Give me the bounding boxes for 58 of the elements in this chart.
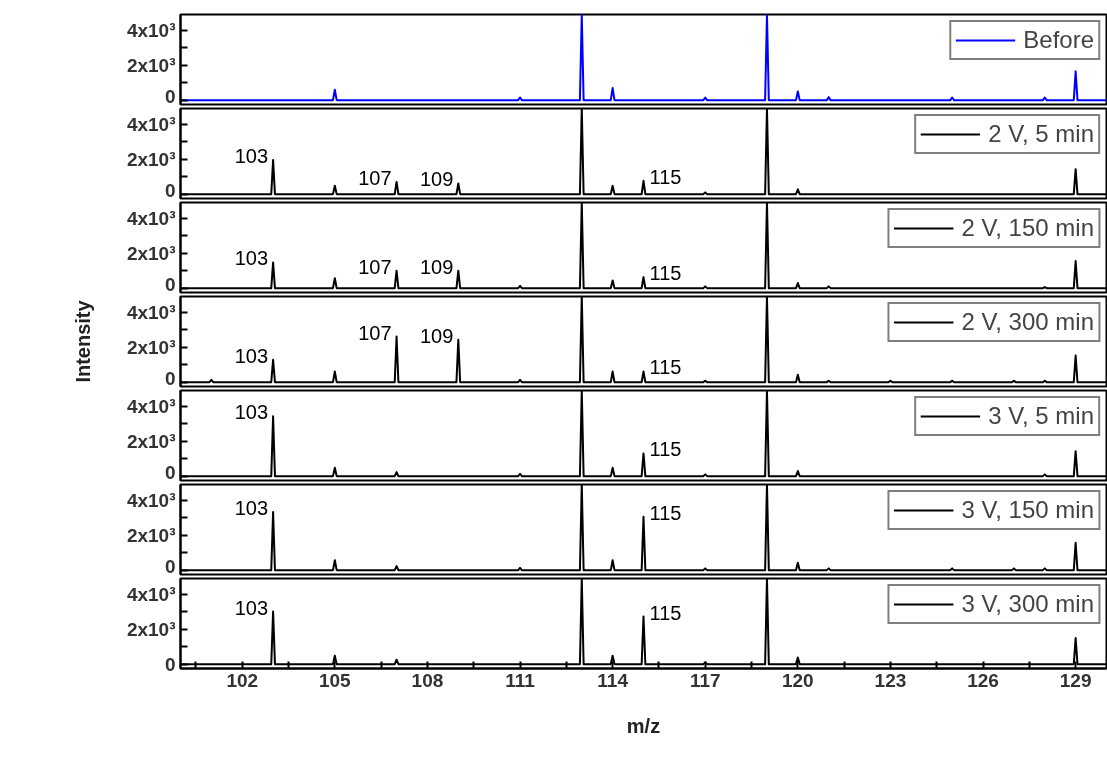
annotation: 107 — [358, 166, 392, 189]
y-tick-label: 4x10³ — [126, 395, 176, 417]
annotation: 109 — [419, 324, 454, 347]
legend-label: 3 V, 150 min — [961, 496, 1094, 524]
annotation: 115 — [649, 501, 682, 524]
y-tick-label: 2x10³ — [126, 54, 176, 76]
y-tick-label: 0 — [164, 461, 176, 483]
legend-label: Before — [1023, 26, 1094, 54]
y-tick-label: 0 — [164, 555, 176, 577]
x-tick-label: 117 — [689, 669, 721, 691]
y-tick-label: 2x10³ — [126, 430, 176, 452]
annotation: 103 — [234, 344, 269, 367]
legend-label: 3 V, 300 min — [961, 590, 1094, 618]
legend-label: 2 V, 150 min — [961, 214, 1094, 242]
annotation: 115 — [649, 601, 682, 624]
annotation: 115 — [649, 356, 682, 379]
y-tick-label: 2x10³ — [126, 242, 176, 264]
x-tick-label: 129 — [1059, 669, 1092, 691]
legend-label: 3 V, 5 min — [988, 402, 1094, 430]
y-tick-label: 4x10³ — [126, 583, 176, 605]
y-tick-label: 0 — [164, 367, 176, 389]
y-tick-label: 0 — [164, 653, 176, 675]
annotation: 103 — [234, 145, 269, 168]
annotation: 103 — [234, 596, 269, 619]
annotation: 115 — [649, 262, 682, 285]
annotation: 107 — [358, 255, 392, 278]
y-tick-label: 0 — [164, 85, 176, 107]
y-tick-label: 2x10³ — [126, 618, 176, 640]
annotation: 109 — [419, 168, 454, 191]
x-tick-label: 126 — [967, 669, 999, 691]
y-tick-label: 4x10³ — [126, 207, 176, 229]
y-tick-label: 2x10³ — [126, 336, 176, 358]
y-tick-label: 2x10³ — [126, 148, 176, 170]
y-tick-label: 4x10³ — [126, 489, 176, 511]
y-tick-label: 0 — [164, 273, 176, 295]
y-tick-label: 4x10³ — [126, 113, 176, 135]
x-tick-label: 114 — [597, 669, 629, 691]
x-tick-label: 111 — [505, 669, 536, 691]
x-tick-label: 120 — [781, 669, 814, 691]
annotation: 115 — [649, 438, 682, 461]
x-tick-label: 102 — [226, 669, 259, 691]
annotation: 115 — [649, 165, 682, 188]
y-tick-label: 0 — [164, 179, 176, 201]
legend-label: 2 V, 300 min — [961, 308, 1094, 336]
y-tick-label: 4x10³ — [126, 301, 176, 323]
annotation: 103 — [234, 496, 269, 519]
annotation: 103 — [234, 401, 269, 424]
annotation: 109 — [419, 255, 454, 278]
legend-label: 2 V, 5 min — [988, 120, 1094, 148]
x-tick-label: 123 — [874, 669, 907, 691]
annotation: 103 — [234, 247, 269, 270]
annotation: 107 — [358, 321, 392, 344]
y-tick-label: 4x10³ — [126, 19, 176, 41]
y-tick-label: 2x10³ — [126, 524, 176, 546]
y-axis-title: Intensity — [71, 299, 94, 383]
x-tick-label: 105 — [318, 669, 352, 691]
x-tick-label: 108 — [411, 669, 444, 691]
x-axis-title: m/z — [626, 714, 661, 737]
